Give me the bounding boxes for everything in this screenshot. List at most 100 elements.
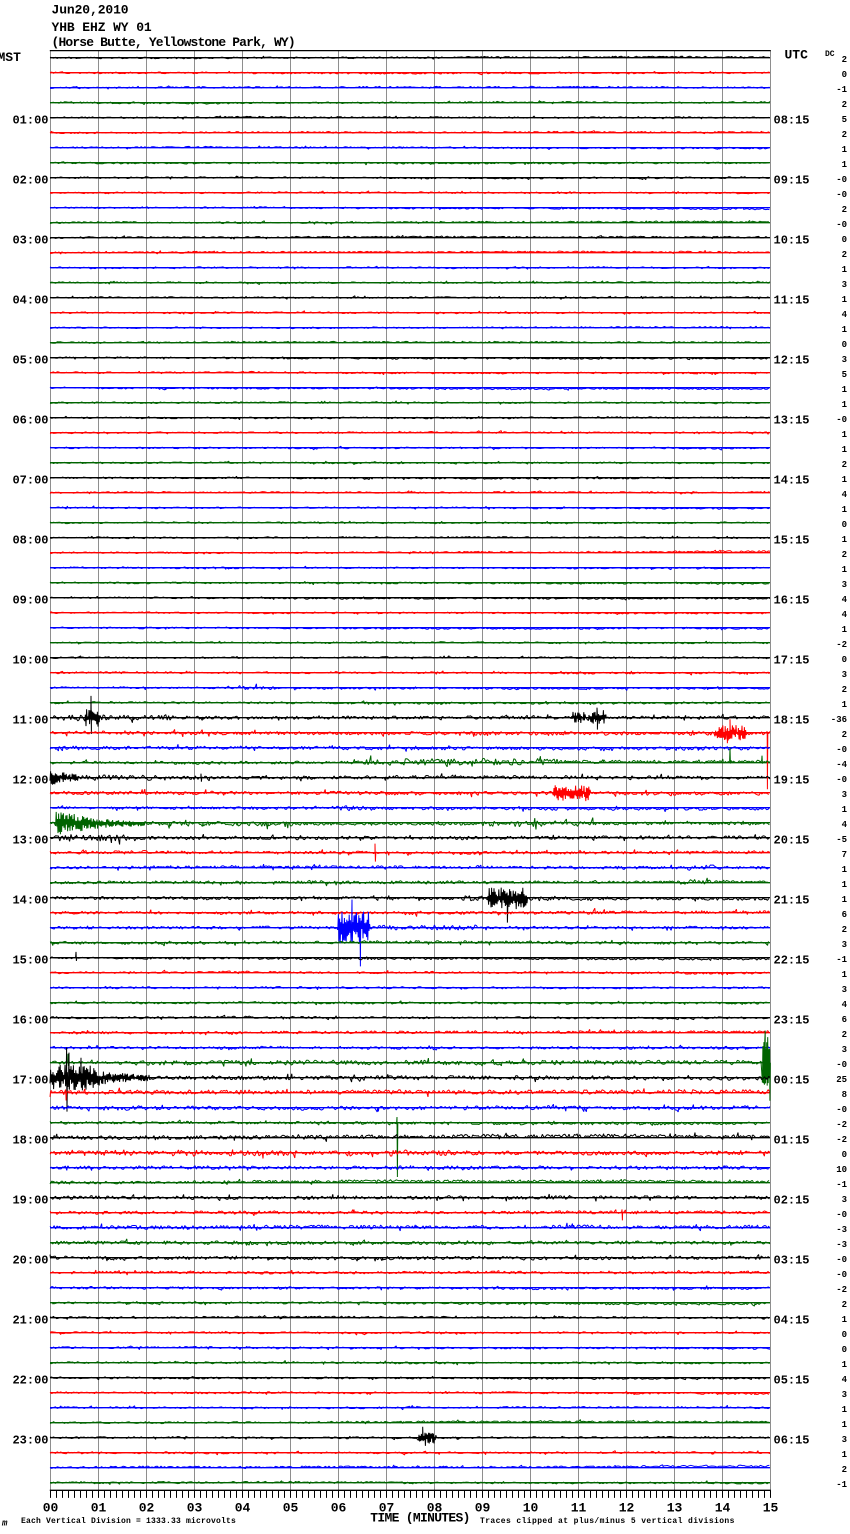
svg-text:UTC: UTC bbox=[785, 48, 809, 63]
svg-text:4: 4 bbox=[842, 1375, 848, 1385]
svg-text:00: 00 bbox=[43, 1501, 59, 1516]
svg-text:-0: -0 bbox=[836, 415, 847, 425]
svg-text:-2: -2 bbox=[836, 1285, 847, 1295]
svg-text:-0: -0 bbox=[836, 1270, 847, 1280]
svg-text:-0: -0 bbox=[836, 1255, 847, 1265]
svg-text:3: 3 bbox=[842, 940, 847, 950]
svg-text:-0: -0 bbox=[836, 1060, 847, 1070]
svg-text:10: 10 bbox=[523, 1501, 539, 1516]
svg-text:18:15: 18:15 bbox=[774, 713, 810, 727]
svg-text:2: 2 bbox=[842, 130, 847, 140]
svg-text:11:00: 11:00 bbox=[12, 713, 48, 727]
svg-text:08:00: 08:00 bbox=[12, 533, 48, 547]
svg-text:-0: -0 bbox=[836, 745, 847, 755]
svg-text:01:15: 01:15 bbox=[774, 1133, 810, 1147]
svg-text:0: 0 bbox=[842, 235, 847, 245]
svg-text:(Horse Butte, Yellowstone Park: (Horse Butte, Yellowstone Park, WY) bbox=[52, 35, 295, 50]
svg-text:19:15: 19:15 bbox=[774, 773, 810, 787]
svg-text:MST: MST bbox=[0, 50, 21, 65]
svg-text:0: 0 bbox=[842, 1150, 847, 1160]
svg-text:1: 1 bbox=[842, 1405, 848, 1415]
svg-text:5: 5 bbox=[842, 370, 847, 380]
svg-text:-2: -2 bbox=[836, 640, 847, 650]
svg-text:8: 8 bbox=[842, 1090, 847, 1100]
svg-text:3: 3 bbox=[842, 355, 847, 365]
svg-text:1: 1 bbox=[842, 970, 848, 980]
svg-text:2: 2 bbox=[842, 550, 847, 560]
svg-text:7: 7 bbox=[842, 850, 847, 860]
svg-text:1: 1 bbox=[842, 865, 848, 875]
svg-text:-0: -0 bbox=[836, 775, 847, 785]
svg-text:2: 2 bbox=[842, 1300, 847, 1310]
svg-text:23:15: 23:15 bbox=[774, 1013, 810, 1027]
svg-text:-0: -0 bbox=[836, 175, 847, 185]
svg-text:20:15: 20:15 bbox=[774, 833, 810, 847]
svg-text:13:15: 13:15 bbox=[774, 413, 810, 427]
svg-text:13:00: 13:00 bbox=[12, 833, 48, 847]
svg-text:2: 2 bbox=[842, 730, 847, 740]
svg-text:10:15: 10:15 bbox=[774, 233, 810, 247]
svg-text:04:15: 04:15 bbox=[774, 1313, 810, 1327]
svg-text:07:00: 07:00 bbox=[12, 473, 48, 487]
svg-text:3: 3 bbox=[842, 985, 847, 995]
svg-text:0: 0 bbox=[842, 655, 847, 665]
svg-text:03:00: 03:00 bbox=[12, 233, 48, 247]
svg-text:1: 1 bbox=[842, 475, 848, 485]
svg-text:0: 0 bbox=[842, 1345, 847, 1355]
svg-text:1: 1 bbox=[842, 805, 848, 815]
svg-text:1: 1 bbox=[842, 1360, 848, 1370]
svg-text:1: 1 bbox=[842, 1450, 848, 1460]
svg-text:0: 0 bbox=[842, 1330, 847, 1340]
svg-text:14: 14 bbox=[715, 1501, 731, 1516]
svg-text:06: 06 bbox=[331, 1501, 347, 1516]
svg-text:00:15: 00:15 bbox=[774, 1073, 810, 1087]
svg-text:-2: -2 bbox=[836, 1135, 847, 1145]
svg-text:2: 2 bbox=[842, 925, 847, 935]
svg-text:1: 1 bbox=[842, 265, 848, 275]
svg-text:6: 6 bbox=[842, 1015, 847, 1025]
svg-text:1: 1 bbox=[842, 160, 848, 170]
svg-text:05: 05 bbox=[283, 1501, 299, 1516]
svg-text:4: 4 bbox=[842, 595, 848, 605]
svg-text:13: 13 bbox=[667, 1501, 683, 1516]
svg-text:3: 3 bbox=[842, 670, 847, 680]
svg-text:21:00: 21:00 bbox=[12, 1313, 48, 1327]
svg-text:2: 2 bbox=[842, 1465, 847, 1475]
svg-text:09: 09 bbox=[475, 1501, 491, 1516]
svg-text:02:00: 02:00 bbox=[12, 173, 48, 187]
svg-text:17:00: 17:00 bbox=[12, 1073, 48, 1087]
svg-text:3: 3 bbox=[842, 580, 847, 590]
svg-text:4: 4 bbox=[842, 610, 848, 620]
svg-text:17:15: 17:15 bbox=[774, 653, 810, 667]
svg-text:6: 6 bbox=[842, 910, 847, 920]
svg-text:0: 0 bbox=[842, 520, 847, 530]
svg-text:09:00: 09:00 bbox=[12, 593, 48, 607]
svg-text:15: 15 bbox=[763, 1501, 779, 1516]
svg-text:07: 07 bbox=[379, 1501, 395, 1516]
svg-text:-1: -1 bbox=[836, 955, 847, 965]
svg-text:2: 2 bbox=[842, 250, 847, 260]
svg-text:16:00: 16:00 bbox=[12, 1013, 48, 1027]
svg-text:4: 4 bbox=[842, 820, 848, 830]
svg-text:2: 2 bbox=[842, 1030, 847, 1040]
svg-text:22:15: 22:15 bbox=[774, 953, 810, 967]
svg-text:-2: -2 bbox=[836, 1120, 847, 1130]
svg-text:-36: -36 bbox=[831, 715, 847, 725]
svg-text:20:00: 20:00 bbox=[12, 1253, 48, 1267]
svg-text:14:15: 14:15 bbox=[774, 473, 810, 487]
svg-text:5: 5 bbox=[842, 115, 847, 125]
svg-text:21:15: 21:15 bbox=[774, 893, 810, 907]
svg-text:1: 1 bbox=[842, 880, 848, 890]
svg-text:3: 3 bbox=[842, 790, 847, 800]
svg-text:-0: -0 bbox=[836, 1105, 847, 1115]
svg-text:YHB EHZ WY 01: YHB EHZ WY 01 bbox=[52, 20, 152, 35]
svg-text:05:00: 05:00 bbox=[12, 353, 48, 367]
svg-text:-1: -1 bbox=[836, 1180, 847, 1190]
svg-text:06:15: 06:15 bbox=[774, 1433, 810, 1447]
svg-text:1: 1 bbox=[842, 1420, 848, 1430]
svg-text:02: 02 bbox=[139, 1501, 155, 1516]
svg-text:-4: -4 bbox=[836, 760, 847, 770]
svg-text:3: 3 bbox=[842, 1435, 847, 1445]
svg-text:2: 2 bbox=[842, 100, 847, 110]
svg-text:-0: -0 bbox=[836, 190, 847, 200]
